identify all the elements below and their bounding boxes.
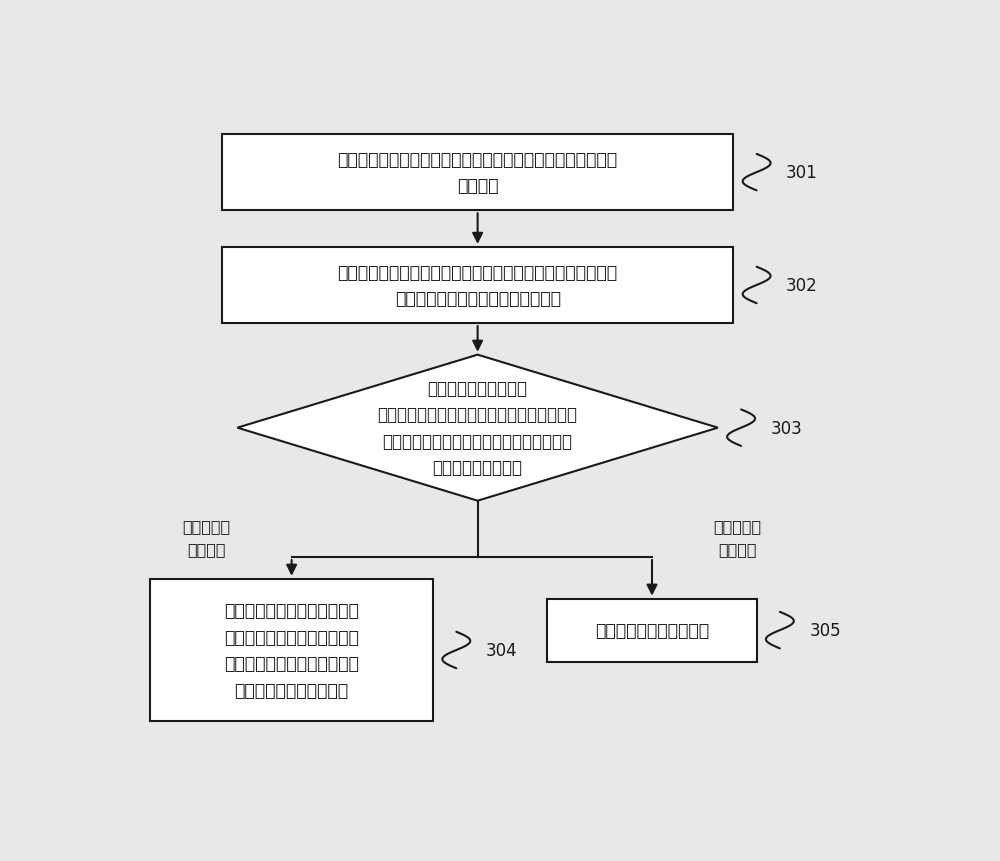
- Text: 处理指示为
第一指示: 处理指示为 第一指示: [713, 519, 761, 556]
- Text: 接收数据流，判断存储的转发策略表中是否存在数据流对应的
转发策略: 接收数据流，判断存储的转发策略表中是否存在数据流对应的 转发策略: [338, 151, 618, 195]
- Text: 303: 303: [771, 419, 802, 437]
- Text: 根据第一指示丢弃数据流: 根据第一指示丢弃数据流: [595, 622, 709, 640]
- Text: 根据转发策略对数据流进行转
发处理，所述转发策略是控制
器在所述检测结果为安全的情
况下为所述数据流制定的: 根据转发策略对数据流进行转 发处理，所述转发策略是控制 器在所述检测结果为安全的…: [224, 602, 359, 699]
- FancyBboxPatch shape: [547, 599, 757, 662]
- Text: 处理指示为
转发策略: 处理指示为 转发策略: [182, 519, 230, 556]
- Text: 若转发策略表中不存在对应的转发策略，则向软件定义网络中
的控制器发送数据流的第一特征信息: 若转发策略表中不存在对应的转发策略，则向软件定义网络中 的控制器发送数据流的第一…: [338, 263, 618, 308]
- Polygon shape: [237, 356, 718, 501]
- Text: 305: 305: [809, 622, 841, 640]
- FancyBboxPatch shape: [222, 135, 733, 211]
- Text: 301: 301: [786, 164, 818, 182]
- FancyBboxPatch shape: [150, 579, 433, 722]
- FancyBboxPatch shape: [222, 247, 733, 324]
- Text: 接收控制器下发的处理
指示，处理指示是控制器根据预设安全规则、
以及第一特征信息检测数据流是否安全后，
根据检测结果下发的: 接收控制器下发的处理 指示，处理指示是控制器根据预设安全规则、 以及第一特征信息…: [378, 380, 578, 477]
- Text: 302: 302: [786, 276, 818, 294]
- Text: 304: 304: [486, 641, 517, 660]
